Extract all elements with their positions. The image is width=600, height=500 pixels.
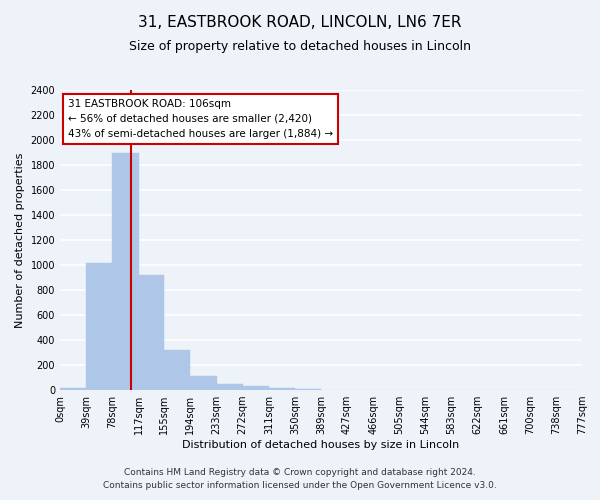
Text: 31 EASTBROOK ROAD: 106sqm
← 56% of detached houses are smaller (2,420)
43% of se: 31 EASTBROOK ROAD: 106sqm ← 56% of detac… xyxy=(68,99,333,138)
Bar xyxy=(217,384,243,390)
Bar xyxy=(164,350,190,390)
Bar xyxy=(86,262,112,390)
Text: 31, EASTBROOK ROAD, LINCOLN, LN6 7ER: 31, EASTBROOK ROAD, LINCOLN, LN6 7ER xyxy=(138,15,462,30)
Text: Size of property relative to detached houses in Lincoln: Size of property relative to detached ho… xyxy=(129,40,471,53)
Bar xyxy=(139,275,164,390)
Bar xyxy=(60,388,86,390)
Text: Contains HM Land Registry data © Crown copyright and database right 2024.
Contai: Contains HM Land Registry data © Crown c… xyxy=(103,468,497,490)
Bar xyxy=(269,388,295,390)
Bar xyxy=(243,386,269,390)
Bar xyxy=(112,152,139,390)
Bar xyxy=(190,376,217,390)
Y-axis label: Number of detached properties: Number of detached properties xyxy=(15,152,25,328)
X-axis label: Distribution of detached houses by size in Lincoln: Distribution of detached houses by size … xyxy=(182,440,460,450)
